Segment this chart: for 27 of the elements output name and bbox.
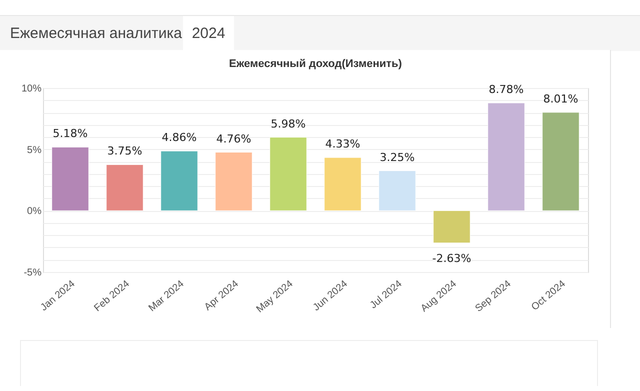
data-label: 5.18% (52, 127, 88, 140)
data-label: 8.78% (488, 82, 524, 96)
y-tick-label: -5% (24, 268, 42, 278)
bar (215, 152, 252, 211)
bar (433, 210, 470, 244)
data-label: 4.76% (216, 132, 252, 146)
y-tick-label: 0% (27, 206, 42, 218)
bar (270, 137, 307, 211)
data-label: 4.33% (325, 138, 360, 151)
bar (106, 164, 144, 211)
data-label: 5.98% (270, 117, 306, 130)
bar (488, 102, 525, 211)
data-label: 3.25% (380, 150, 415, 164)
bar (542, 112, 580, 211)
data-label: -2.63% (432, 252, 472, 265)
bar (324, 157, 362, 211)
chart-title: Ежемесячный доход(Изменить) (229, 58, 402, 70)
text: 2024 (183, 16, 234, 51)
bar (378, 170, 416, 211)
y-tick-label: 10% (21, 84, 42, 94)
data-label: 4.86% (162, 131, 197, 144)
bar (160, 150, 198, 211)
data-label: 8.01% (543, 92, 578, 106)
bar (52, 146, 89, 211)
data-label: 3.75% (107, 144, 142, 158)
text: Ежемесячная аналитика (10, 24, 182, 44)
y-tick-label: 5% (27, 144, 42, 156)
